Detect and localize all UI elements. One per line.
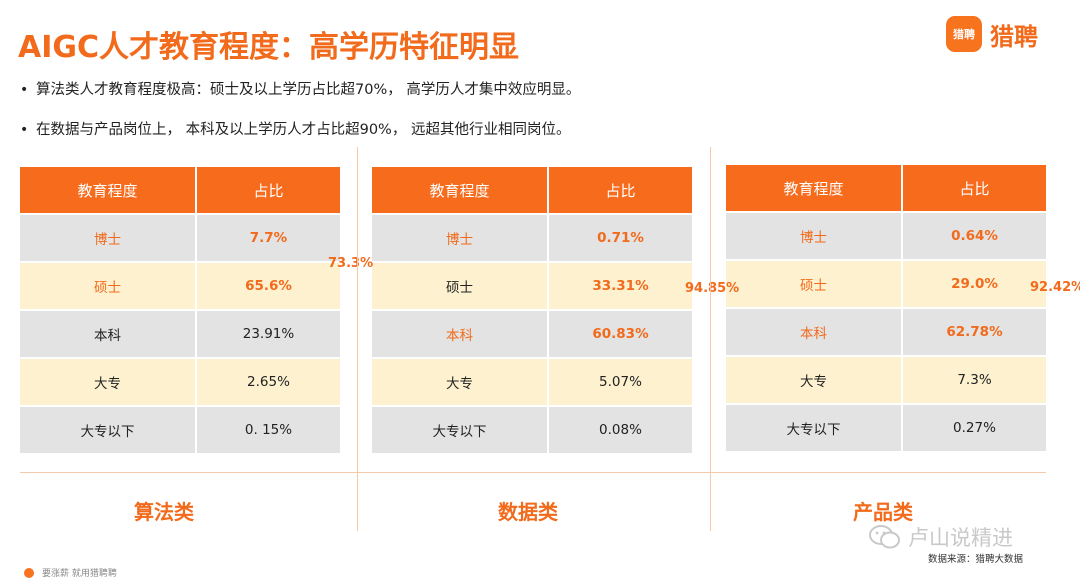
header-share: 占比 — [549, 167, 692, 215]
table-row: 大专 5.07% — [372, 359, 692, 407]
liepin-logo: 猎聘 猎聘 — [946, 16, 1038, 52]
sum-label-product: 92.42% — [1030, 280, 1080, 295]
table-row: 大专 7.3% — [726, 357, 1046, 405]
wechat-icon — [869, 525, 900, 549]
level-cell: 本科 — [372, 311, 547, 359]
header-education-level: 教育程度 — [726, 165, 901, 213]
column-divider — [357, 147, 358, 531]
level-cell: 博士 — [20, 215, 195, 263]
pct-cell: 2.65% — [197, 359, 340, 407]
table-row: 博士 0.64% — [726, 213, 1046, 261]
table-row: 大专以下 0.27% — [726, 405, 1046, 453]
education-table-data: 教育程度 占比 博士 0.71% 硕士 33.31% 本科 60.83% 大专 … — [370, 167, 694, 455]
table-row: 本科 60.83% — [372, 311, 692, 359]
pct-cell: 33.31% — [549, 263, 692, 311]
level-cell: 硕士 — [726, 261, 901, 309]
education-table-algorithm: 教育程度 占比 博士 7.7% 硕士 65.6% 本科 23.91% 大专 2.… — [18, 167, 342, 455]
category-label-data: 数据类 — [498, 500, 558, 524]
table-row: 大专以下 0. 15% — [20, 407, 340, 455]
bullet-list: 算法类人才教育程度极高：硕士及以上学历占比超70%， 高学历人才集中效应明显。 … — [20, 80, 580, 140]
pct-cell: 23.91% — [197, 311, 340, 359]
bullet-item: 在数据与产品岗位上， 本科及以上学历人才占比超90%， 远超其他行业相同岗位。 — [20, 120, 580, 140]
header-share: 占比 — [197, 167, 340, 215]
pct-cell: 62.78% — [903, 309, 1046, 357]
pct-cell: 0.64% — [903, 213, 1046, 261]
pct-cell: 60.83% — [549, 311, 692, 359]
table-row: 大专 2.65% — [20, 359, 340, 407]
footer-slogan-text: 要涨薪 就用猎聘聘 — [42, 569, 117, 579]
pct-cell: 0.08% — [549, 407, 692, 455]
watermark-text: 卢山说精进 — [908, 526, 1013, 550]
horizontal-divider — [20, 472, 1046, 473]
page-title: AIGC人才教育程度：高学历特征明显 — [18, 30, 520, 65]
table-row: 博士 7.7% — [20, 215, 340, 263]
table-row: 本科 23.91% — [20, 311, 340, 359]
level-cell: 大专以下 — [726, 405, 901, 453]
pct-cell: 65.6% — [197, 263, 340, 311]
pct-cell: 0.71% — [549, 215, 692, 263]
level-cell: 大专 — [372, 359, 547, 407]
level-cell: 本科 — [726, 309, 901, 357]
pct-cell: 7.7% — [197, 215, 340, 263]
footer-dot-icon — [24, 567, 34, 578]
header-education-level: 教育程度 — [20, 167, 195, 215]
table-row: 本科 62.78% — [726, 309, 1046, 357]
liepin-logo-icon: 猎聘 — [946, 16, 982, 52]
liepin-logo-text: 猎聘 — [990, 22, 1038, 51]
header-share: 占比 — [903, 165, 1046, 213]
header-education-level: 教育程度 — [372, 167, 547, 215]
education-table-product: 教育程度 占比 博士 0.64% 硕士 29.0% 本科 62.78% 大专 7… — [724, 165, 1048, 453]
data-source: 数据来源：猎聘大数据 — [928, 554, 1024, 565]
column-divider — [710, 147, 711, 531]
level-cell: 大专以下 — [20, 407, 195, 455]
level-cell: 博士 — [726, 213, 901, 261]
pct-cell: 0.27% — [903, 405, 1046, 453]
sum-label-data: 94.85% — [685, 281, 740, 296]
category-label-algorithm: 算法类 — [134, 500, 194, 524]
level-cell: 博士 — [372, 215, 547, 263]
watermark: 卢山说精进 — [868, 522, 1013, 552]
level-cell: 本科 — [20, 311, 195, 359]
level-cell: 硕士 — [372, 263, 547, 311]
bullet-item: 算法类人才教育程度极高：硕士及以上学历占比超70%， 高学历人才集中效应明显。 — [20, 80, 580, 100]
pct-cell: 0. 15% — [197, 407, 340, 455]
table-row: 硕士 33.31% — [372, 263, 692, 311]
table-row: 博士 0.71% — [372, 215, 692, 263]
footer-slogan: 要涨薪 就用猎聘聘 — [24, 566, 117, 579]
pct-cell: 5.07% — [549, 359, 692, 407]
level-cell: 大专 — [20, 359, 195, 407]
table-row: 硕士 29.0% — [726, 261, 1046, 309]
category-label-product: 产品类 — [853, 500, 913, 524]
level-cell: 大专 — [726, 357, 901, 405]
pct-cell: 29.0% — [903, 261, 1046, 309]
table-row: 硕士 65.6% — [20, 263, 340, 311]
level-cell: 大专以下 — [372, 407, 547, 455]
level-cell: 硕士 — [20, 263, 195, 311]
pct-cell: 7.3% — [903, 357, 1046, 405]
table-row: 大专以下 0.08% — [372, 407, 692, 455]
sum-label-algorithm: 73.3% — [328, 256, 374, 271]
